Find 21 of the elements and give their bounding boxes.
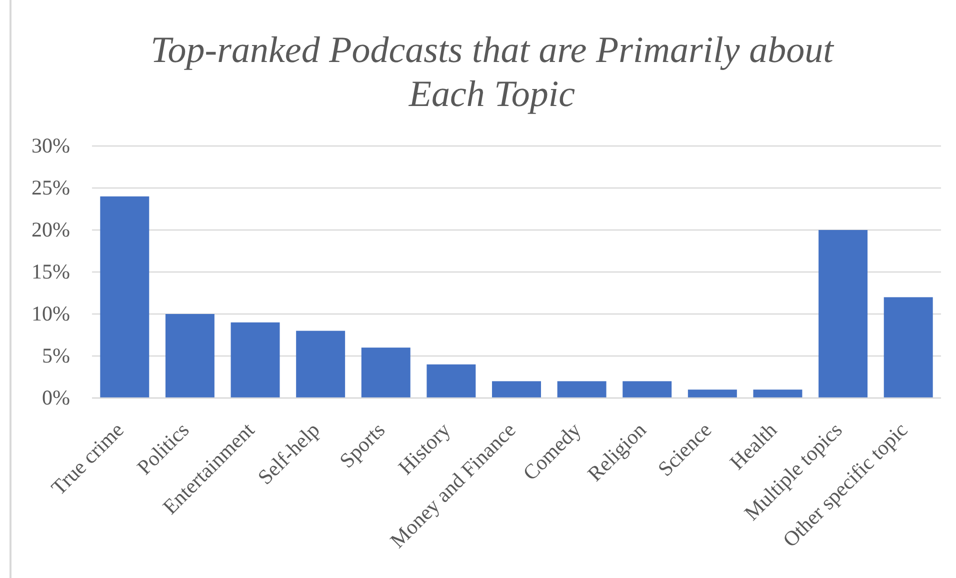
- bar: [100, 196, 150, 398]
- bar: [753, 390, 802, 398]
- bar: [426, 364, 476, 398]
- y-tick-label: 5%: [42, 344, 70, 368]
- bar: [622, 381, 672, 398]
- y-tick-label: 25%: [32, 176, 70, 200]
- bar: [230, 322, 280, 398]
- y-tick-label: 20%: [32, 218, 70, 242]
- bar: [361, 348, 410, 398]
- bar: [688, 390, 737, 398]
- y-tick-label: 0%: [42, 386, 70, 410]
- bar: [557, 381, 606, 398]
- bar: [818, 230, 868, 398]
- y-tick-label: 30%: [32, 134, 70, 158]
- y-tick-label: 10%: [32, 302, 70, 326]
- bar: [296, 330, 346, 398]
- y-tick-label: 15%: [32, 260, 70, 284]
- bar: [884, 297, 933, 398]
- chart-title: Top-ranked Podcasts that are Primarily about Each Topic: [150, 30, 836, 115]
- bar: [165, 314, 214, 398]
- bar: [492, 381, 541, 398]
